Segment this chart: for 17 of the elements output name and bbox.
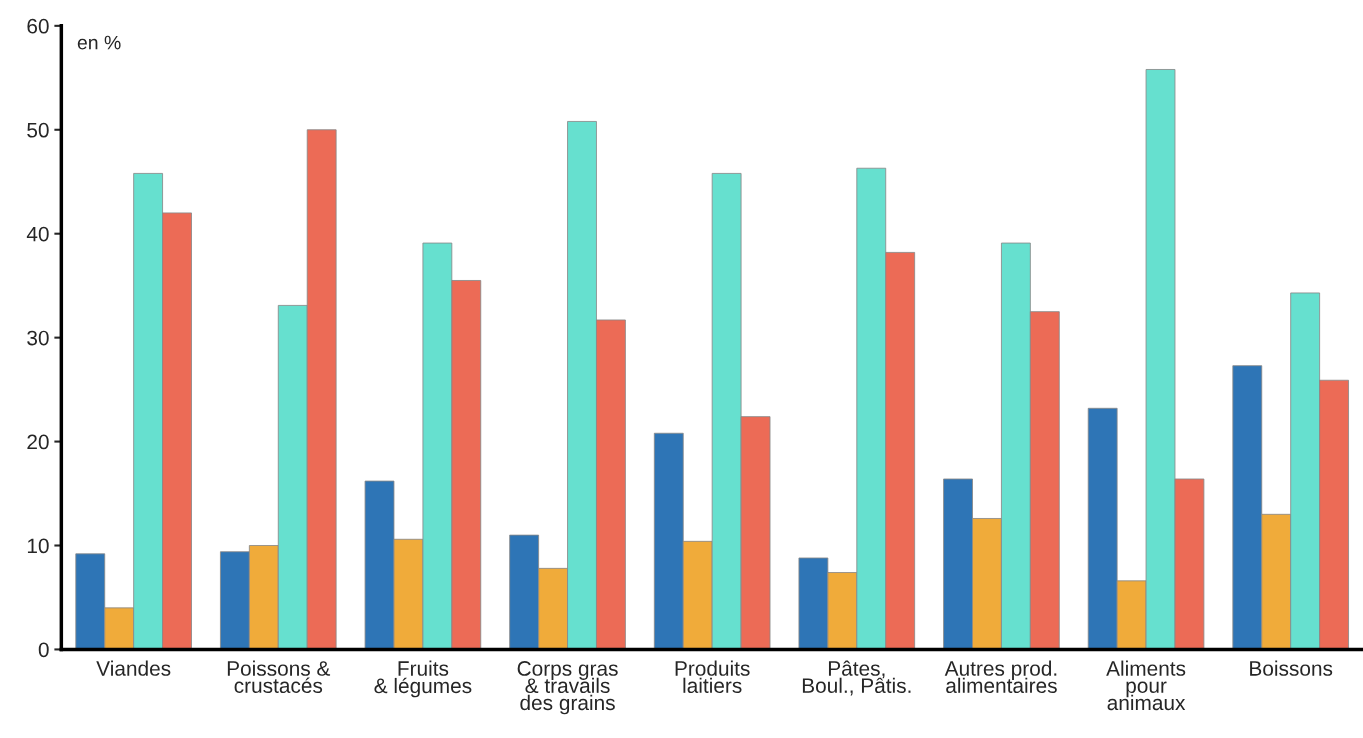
x-tick-label: Pâtes, Boul., Pâtis. xyxy=(802,660,911,696)
y-tick-label: 30 xyxy=(27,330,49,346)
y-tick-label: 10 xyxy=(27,538,49,554)
x-tick-label: Viandes xyxy=(96,660,171,676)
x-tick-label: Autres prod. alimentaires xyxy=(944,660,1057,694)
x-tick-label: Boissons xyxy=(1250,660,1333,676)
y-tick-label: 0 xyxy=(38,642,49,658)
y-tick-label: 50 xyxy=(27,122,49,138)
x-tick-label: Poissons & crustacés xyxy=(227,660,331,694)
y-tick-label: 60 xyxy=(27,18,49,34)
x-tick-label: Aliments pour animaux xyxy=(1106,660,1186,711)
y-tick-label: 20 xyxy=(27,434,49,450)
y-tick-label: 40 xyxy=(26,226,49,242)
x-tick-label: Produits laitiers xyxy=(675,660,750,694)
y-axis-title: en % xyxy=(77,35,121,50)
x-tick-label: Fruits & légumes xyxy=(374,660,472,698)
x-tick-label: Corps gras & travails des grains xyxy=(517,661,618,715)
